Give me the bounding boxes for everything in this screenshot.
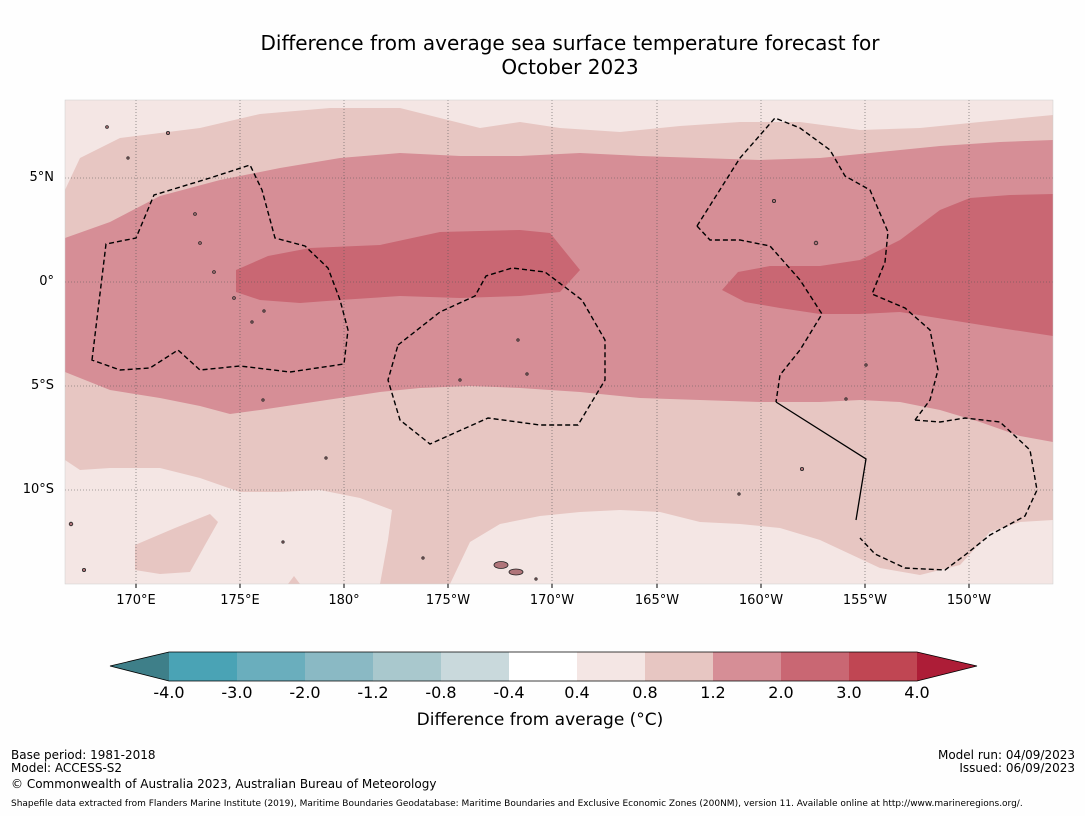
lat-label-10S: 10°S [22, 482, 54, 497]
footer-model: Model: ACCESS-S2 [11, 761, 123, 775]
lon-label-150W: 150°W [946, 593, 992, 608]
colorbar-tick: 0.4 [564, 683, 590, 702]
chart-title: Difference from average sea surface temp… [120, 31, 1020, 79]
eez-boundary-line-islands-south [859, 417, 1038, 571]
eez-boundary-gilbert-islands [91, 164, 349, 373]
lon-label-175W: 175°W [425, 593, 471, 608]
colorbar-segment [577, 652, 645, 681]
colorbar-segment [169, 652, 237, 681]
island-dot [68, 521, 74, 527]
axis-ticks [135, 584, 970, 588]
island-dot [105, 125, 109, 129]
island-dot [324, 456, 328, 460]
island-dot [525, 372, 529, 376]
island-dot [262, 309, 266, 313]
anomaly-patch-0.8-1.2-south [135, 514, 218, 574]
colorbar-extend-low [110, 652, 169, 681]
colorbar-segment [441, 652, 509, 681]
island-dot [421, 556, 425, 560]
island-dot [800, 466, 805, 471]
anomaly-core-2.0-3.0-west [236, 230, 580, 303]
island-dot [772, 198, 777, 203]
eez-boundaries [91, 117, 1038, 571]
colorbar-segment [509, 652, 577, 681]
colorbar-tick: 4.0 [904, 683, 930, 702]
title-line-1: Difference from average sea surface temp… [260, 31, 880, 55]
lat-label-5S: 5°S [30, 378, 54, 393]
colorbar-outline [109, 651, 978, 682]
island-dot [193, 212, 197, 216]
lon-label-160W: 160°W [738, 593, 784, 608]
colorbar-tick: 2.0 [768, 683, 794, 702]
island-dot [126, 156, 130, 160]
footer-issued: Issued: 06/09/2023 [959, 761, 1075, 775]
colorbar-tick: -2.0 [289, 683, 321, 702]
island-samoa-savaii [493, 561, 509, 569]
colorbar-segment [373, 652, 441, 681]
lon-label-155W: 155°W [842, 593, 888, 608]
colorbar-extend-high [917, 652, 977, 681]
island-dot [232, 296, 236, 300]
colorbar-segment [849, 652, 917, 681]
anomaly-patch-0.8-1.2-south-small [288, 576, 300, 584]
colorbar-tick: -1.2 [357, 683, 389, 702]
colorbar-tick: -3.0 [221, 683, 253, 702]
map-frame [64, 99, 1054, 585]
colorbar-tick: -0.4 [493, 683, 525, 702]
lon-label-170W: 170°W [529, 593, 575, 608]
colorbar-tick: -0.8 [425, 683, 457, 702]
colorbar-tick: -4.0 [153, 683, 185, 702]
island-dot [844, 397, 848, 401]
eez-boundary-solid-segment [775, 401, 867, 521]
footer-source-note: Shapefile data extracted from Flanders M… [11, 799, 1023, 809]
colorbar-tick: 3.0 [836, 683, 862, 702]
lon-label-170E: 170°E [116, 593, 156, 608]
colorbar-segment [305, 652, 373, 681]
colorbar-label: Difference from average (°C) [416, 710, 664, 730]
island-dot [516, 338, 520, 342]
footer-base-period: Base period: 1981-2018 [11, 748, 156, 762]
island-dot [212, 270, 216, 274]
island-dot [198, 241, 202, 245]
title-line-2: October 2023 [501, 55, 639, 79]
colorbar-tick: 0.8 [632, 683, 658, 702]
anomaly-field [65, 100, 1053, 584]
lon-label-175E: 175°E [220, 593, 260, 608]
lon-label-180: 180° [328, 593, 360, 608]
island-dot [261, 398, 265, 402]
island-samoa-upolu [508, 568, 524, 576]
lat-label-0: 0° [39, 274, 54, 289]
colorbar-tick: 1.2 [700, 683, 726, 702]
colorbar-segment [713, 652, 781, 681]
island-dot [82, 568, 87, 573]
lon-label-165W: 165°W [634, 593, 680, 608]
footer-copyright: © Commonwealth of Australia 2023, Austra… [11, 777, 437, 791]
island-dot [281, 540, 285, 544]
island-dot [250, 320, 254, 324]
island-dot [737, 492, 741, 496]
anomaly-core-2.0-3.0-east [722, 194, 1053, 336]
colorbar-segment [781, 652, 849, 681]
lat-label-5N: 5°N [29, 170, 55, 185]
colorbar-segment [237, 652, 305, 681]
islands [68, 125, 868, 581]
colorbar-segment [645, 652, 713, 681]
footer-model-run: Model run: 04/09/2023 [937, 748, 1075, 762]
island-dot [458, 378, 462, 382]
island-dot [165, 130, 170, 135]
island-dot [534, 577, 538, 581]
island-dot [813, 240, 819, 246]
colorbar [109, 651, 978, 682]
island-dot [864, 363, 868, 367]
